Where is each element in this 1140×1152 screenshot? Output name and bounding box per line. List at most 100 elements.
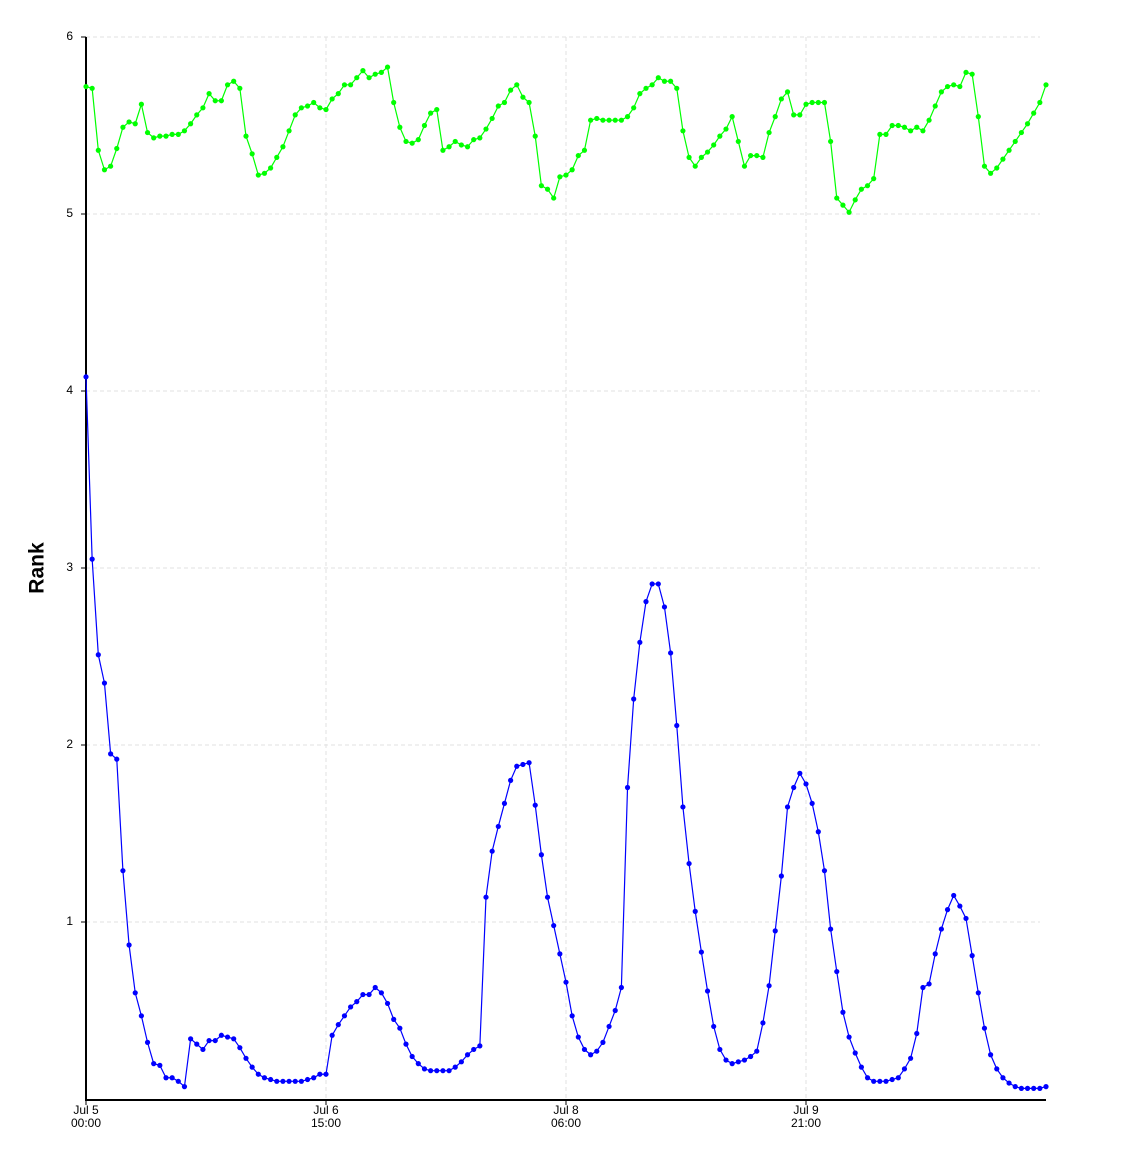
data-point bbox=[908, 1055, 914, 1061]
data-point bbox=[944, 907, 951, 913]
data-point bbox=[686, 154, 692, 160]
data-point bbox=[729, 1061, 735, 1067]
data-point bbox=[1043, 1084, 1049, 1090]
data-point bbox=[920, 984, 926, 991]
data-point bbox=[89, 556, 95, 562]
data-point bbox=[1024, 121, 1031, 127]
data-point bbox=[200, 105, 206, 111]
data-point bbox=[268, 165, 274, 171]
data-point bbox=[366, 991, 372, 998]
data-point bbox=[274, 154, 280, 160]
data-point bbox=[163, 1075, 169, 1081]
data-point bbox=[157, 1062, 163, 1068]
data-point bbox=[138, 101, 144, 107]
data-point bbox=[372, 71, 378, 77]
data-point bbox=[920, 128, 926, 134]
data-point bbox=[317, 105, 323, 111]
data-point bbox=[803, 781, 809, 787]
data-point bbox=[323, 1071, 329, 1077]
data-point bbox=[514, 82, 520, 88]
data-point bbox=[551, 195, 557, 201]
data-point bbox=[298, 1078, 304, 1084]
y-tick-label: 3 bbox=[66, 560, 73, 574]
data-point bbox=[932, 103, 938, 109]
data-point bbox=[378, 69, 384, 75]
data-point bbox=[852, 197, 858, 203]
data-point bbox=[668, 78, 674, 84]
data-point bbox=[348, 82, 354, 88]
data-point bbox=[1031, 1085, 1037, 1091]
data-point bbox=[649, 581, 655, 587]
data-point bbox=[563, 979, 569, 985]
data-point bbox=[114, 756, 120, 762]
data-point bbox=[175, 1078, 181, 1084]
data-point bbox=[464, 144, 471, 150]
data-point bbox=[169, 1075, 175, 1081]
data-point bbox=[803, 101, 809, 107]
y-tick-label: 6 bbox=[66, 29, 73, 43]
data-point bbox=[944, 83, 951, 90]
data-point bbox=[384, 64, 391, 70]
data-point bbox=[218, 1032, 224, 1038]
data-point bbox=[852, 1050, 858, 1056]
data-point bbox=[452, 1064, 458, 1070]
data-point bbox=[249, 1064, 255, 1070]
data-point bbox=[434, 1068, 440, 1074]
data-point bbox=[286, 128, 292, 134]
data-point bbox=[520, 94, 526, 100]
data-point bbox=[108, 751, 114, 757]
data-point bbox=[360, 68, 366, 74]
data-point bbox=[514, 763, 520, 769]
data-point bbox=[384, 1000, 391, 1007]
data-point bbox=[895, 1075, 901, 1081]
data-point bbox=[286, 1078, 292, 1084]
y-tick-label: 2 bbox=[66, 737, 73, 751]
data-point bbox=[538, 183, 544, 189]
data-point bbox=[304, 1076, 311, 1083]
data-point bbox=[532, 802, 538, 808]
data-point bbox=[772, 928, 778, 934]
data-point bbox=[157, 133, 163, 139]
data-point bbox=[569, 1013, 575, 1019]
data-point bbox=[101, 167, 108, 173]
data-point bbox=[120, 124, 126, 130]
data-point bbox=[280, 1078, 286, 1084]
data-point bbox=[557, 951, 563, 957]
data-point bbox=[132, 121, 138, 127]
data-point bbox=[754, 1048, 760, 1054]
data-point bbox=[421, 122, 428, 129]
data-point bbox=[508, 87, 514, 93]
data-point bbox=[311, 1075, 317, 1081]
data-point bbox=[741, 163, 748, 169]
data-point bbox=[237, 1045, 243, 1051]
data-point bbox=[674, 722, 680, 729]
data-point bbox=[698, 154, 704, 160]
data-point bbox=[704, 988, 711, 994]
data-point bbox=[994, 1066, 1000, 1072]
data-point bbox=[114, 145, 120, 152]
data-point bbox=[477, 1043, 483, 1049]
data-point bbox=[329, 1032, 335, 1038]
x-tick-label: Jul 6 15:00 bbox=[310, 1103, 342, 1130]
data-point bbox=[840, 1009, 846, 1015]
data-point bbox=[686, 860, 692, 867]
data-point bbox=[624, 784, 631, 791]
data-point bbox=[428, 1068, 434, 1074]
data-point bbox=[464, 1052, 471, 1058]
data-point bbox=[864, 1075, 871, 1081]
data-point bbox=[126, 942, 132, 948]
data-point bbox=[1031, 110, 1037, 116]
data-point bbox=[975, 990, 981, 996]
data-point bbox=[988, 170, 994, 176]
data-point bbox=[1006, 1080, 1012, 1086]
y-tick-label: 5 bbox=[66, 206, 73, 220]
data-point bbox=[600, 117, 606, 123]
data-point bbox=[206, 1037, 212, 1044]
data-point bbox=[594, 1048, 600, 1054]
data-point bbox=[969, 71, 975, 77]
data-point bbox=[723, 126, 729, 132]
data-point bbox=[704, 149, 711, 155]
data-point bbox=[938, 89, 944, 95]
data-point bbox=[304, 103, 311, 109]
